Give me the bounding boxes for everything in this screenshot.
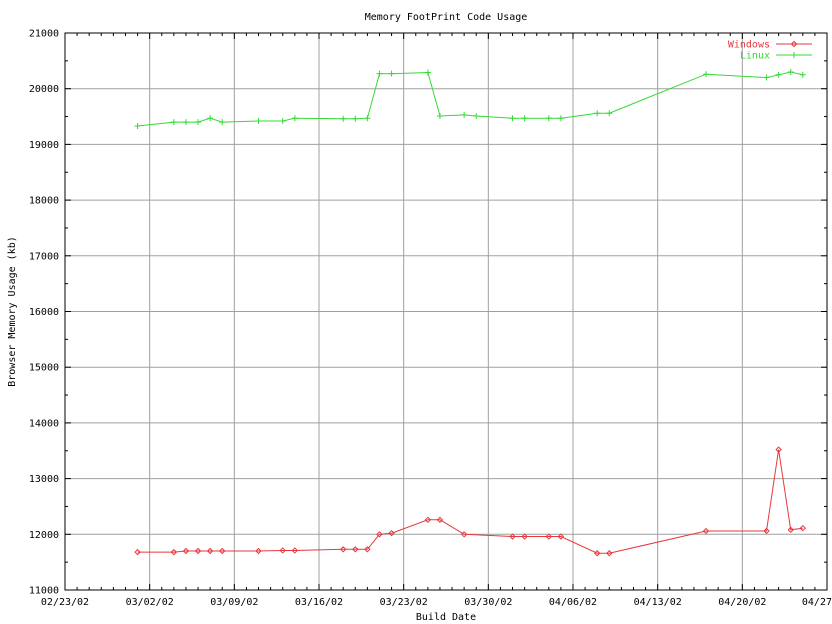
y-axis-label: Browser Memory Usage (kb)	[7, 236, 18, 387]
data-point	[594, 110, 601, 117]
y-tick-label: 11000	[29, 586, 59, 597]
grid	[65, 33, 827, 590]
data-point	[424, 516, 432, 524]
y-tick-label: 19000	[29, 140, 59, 151]
data-point	[787, 68, 794, 75]
data-point	[364, 546, 371, 553]
data-point	[791, 52, 797, 58]
data-point	[509, 115, 516, 122]
data-point	[473, 112, 480, 119]
data-point	[170, 119, 177, 126]
data-point	[545, 115, 552, 122]
data-point	[182, 547, 190, 555]
data-point	[194, 547, 202, 555]
data-point	[195, 119, 202, 126]
data-point	[775, 446, 782, 453]
data-point	[170, 548, 178, 556]
y-tick-label: 18000	[29, 196, 59, 207]
data-point	[291, 115, 298, 122]
data-point	[521, 533, 528, 540]
data-point	[606, 110, 613, 117]
data-point	[207, 115, 214, 122]
y-tick-label: 14000	[29, 418, 59, 429]
y-tick-label: 13000	[29, 474, 59, 485]
data-point	[799, 71, 806, 78]
series-windows	[134, 446, 807, 557]
x-tick-label: 04/27	[802, 597, 832, 608]
data-point	[521, 115, 528, 122]
data-point	[790, 40, 798, 48]
x-tick-label: 03/30/02	[464, 597, 512, 608]
data-point	[799, 524, 807, 532]
data-point	[291, 547, 299, 554]
legend-label: Linux	[740, 51, 770, 62]
series	[134, 68, 807, 557]
data-point	[279, 118, 286, 125]
y-tick-label: 17000	[29, 251, 59, 262]
data-point	[703, 71, 710, 78]
x-tick-label: 03/16/02	[295, 597, 343, 608]
data-point	[339, 546, 347, 553]
data-point	[388, 529, 395, 537]
data-point	[593, 550, 601, 557]
data-point	[279, 547, 286, 554]
series-line	[137, 71, 803, 127]
data-point	[436, 516, 444, 524]
data-point	[219, 547, 226, 555]
data-point	[545, 533, 553, 540]
data-point	[763, 527, 770, 535]
x-tick-label: 03/23/02	[380, 597, 428, 608]
data-point	[424, 69, 431, 76]
data-point	[340, 115, 347, 122]
data-point	[763, 74, 770, 81]
x-tick-label: 04/06/02	[549, 597, 597, 608]
x-axis-label: Build Date	[416, 612, 476, 623]
x-tick-label: 03/09/02	[210, 597, 258, 608]
data-point	[255, 118, 262, 125]
series-linux	[134, 68, 806, 130]
legend-label: Windows	[728, 40, 770, 51]
chart-title: Memory FootPrint Code Usage	[365, 12, 528, 23]
y-tick-label: 21000	[29, 29, 59, 40]
data-point	[787, 526, 794, 534]
data-point	[134, 548, 141, 556]
data-point	[460, 531, 468, 538]
data-point	[509, 533, 516, 540]
x-tick-label: 02/23/02	[41, 597, 89, 608]
data-point	[219, 119, 226, 126]
data-point	[436, 112, 443, 119]
data-point	[352, 546, 359, 553]
data-point	[376, 70, 383, 77]
x-tick-label: 04/20/02	[718, 597, 766, 608]
x-tick-label: 03/02/02	[126, 597, 174, 608]
data-point	[376, 531, 383, 538]
y-tick-label: 12000	[29, 530, 59, 541]
y-tick-label: 15000	[29, 363, 59, 374]
x-tick-label: 04/13/02	[634, 597, 682, 608]
y-tick-label: 20000	[29, 84, 59, 95]
data-point	[255, 547, 262, 555]
data-point	[182, 119, 189, 126]
data-point	[461, 111, 468, 118]
data-point	[388, 70, 395, 77]
y-tick-label: 16000	[29, 307, 59, 318]
data-point	[352, 115, 359, 122]
data-point	[557, 533, 565, 540]
data-point	[606, 550, 613, 557]
data-point	[134, 123, 141, 130]
data-point	[775, 71, 782, 78]
series-line	[137, 449, 803, 554]
axis-ticks: 11000 12000 13000 14000 15000 16000 17000 18000…	[29, 29, 832, 609]
data-point	[557, 115, 564, 122]
data-point	[702, 527, 710, 535]
data-point	[206, 547, 214, 555]
data-point	[364, 115, 371, 122]
